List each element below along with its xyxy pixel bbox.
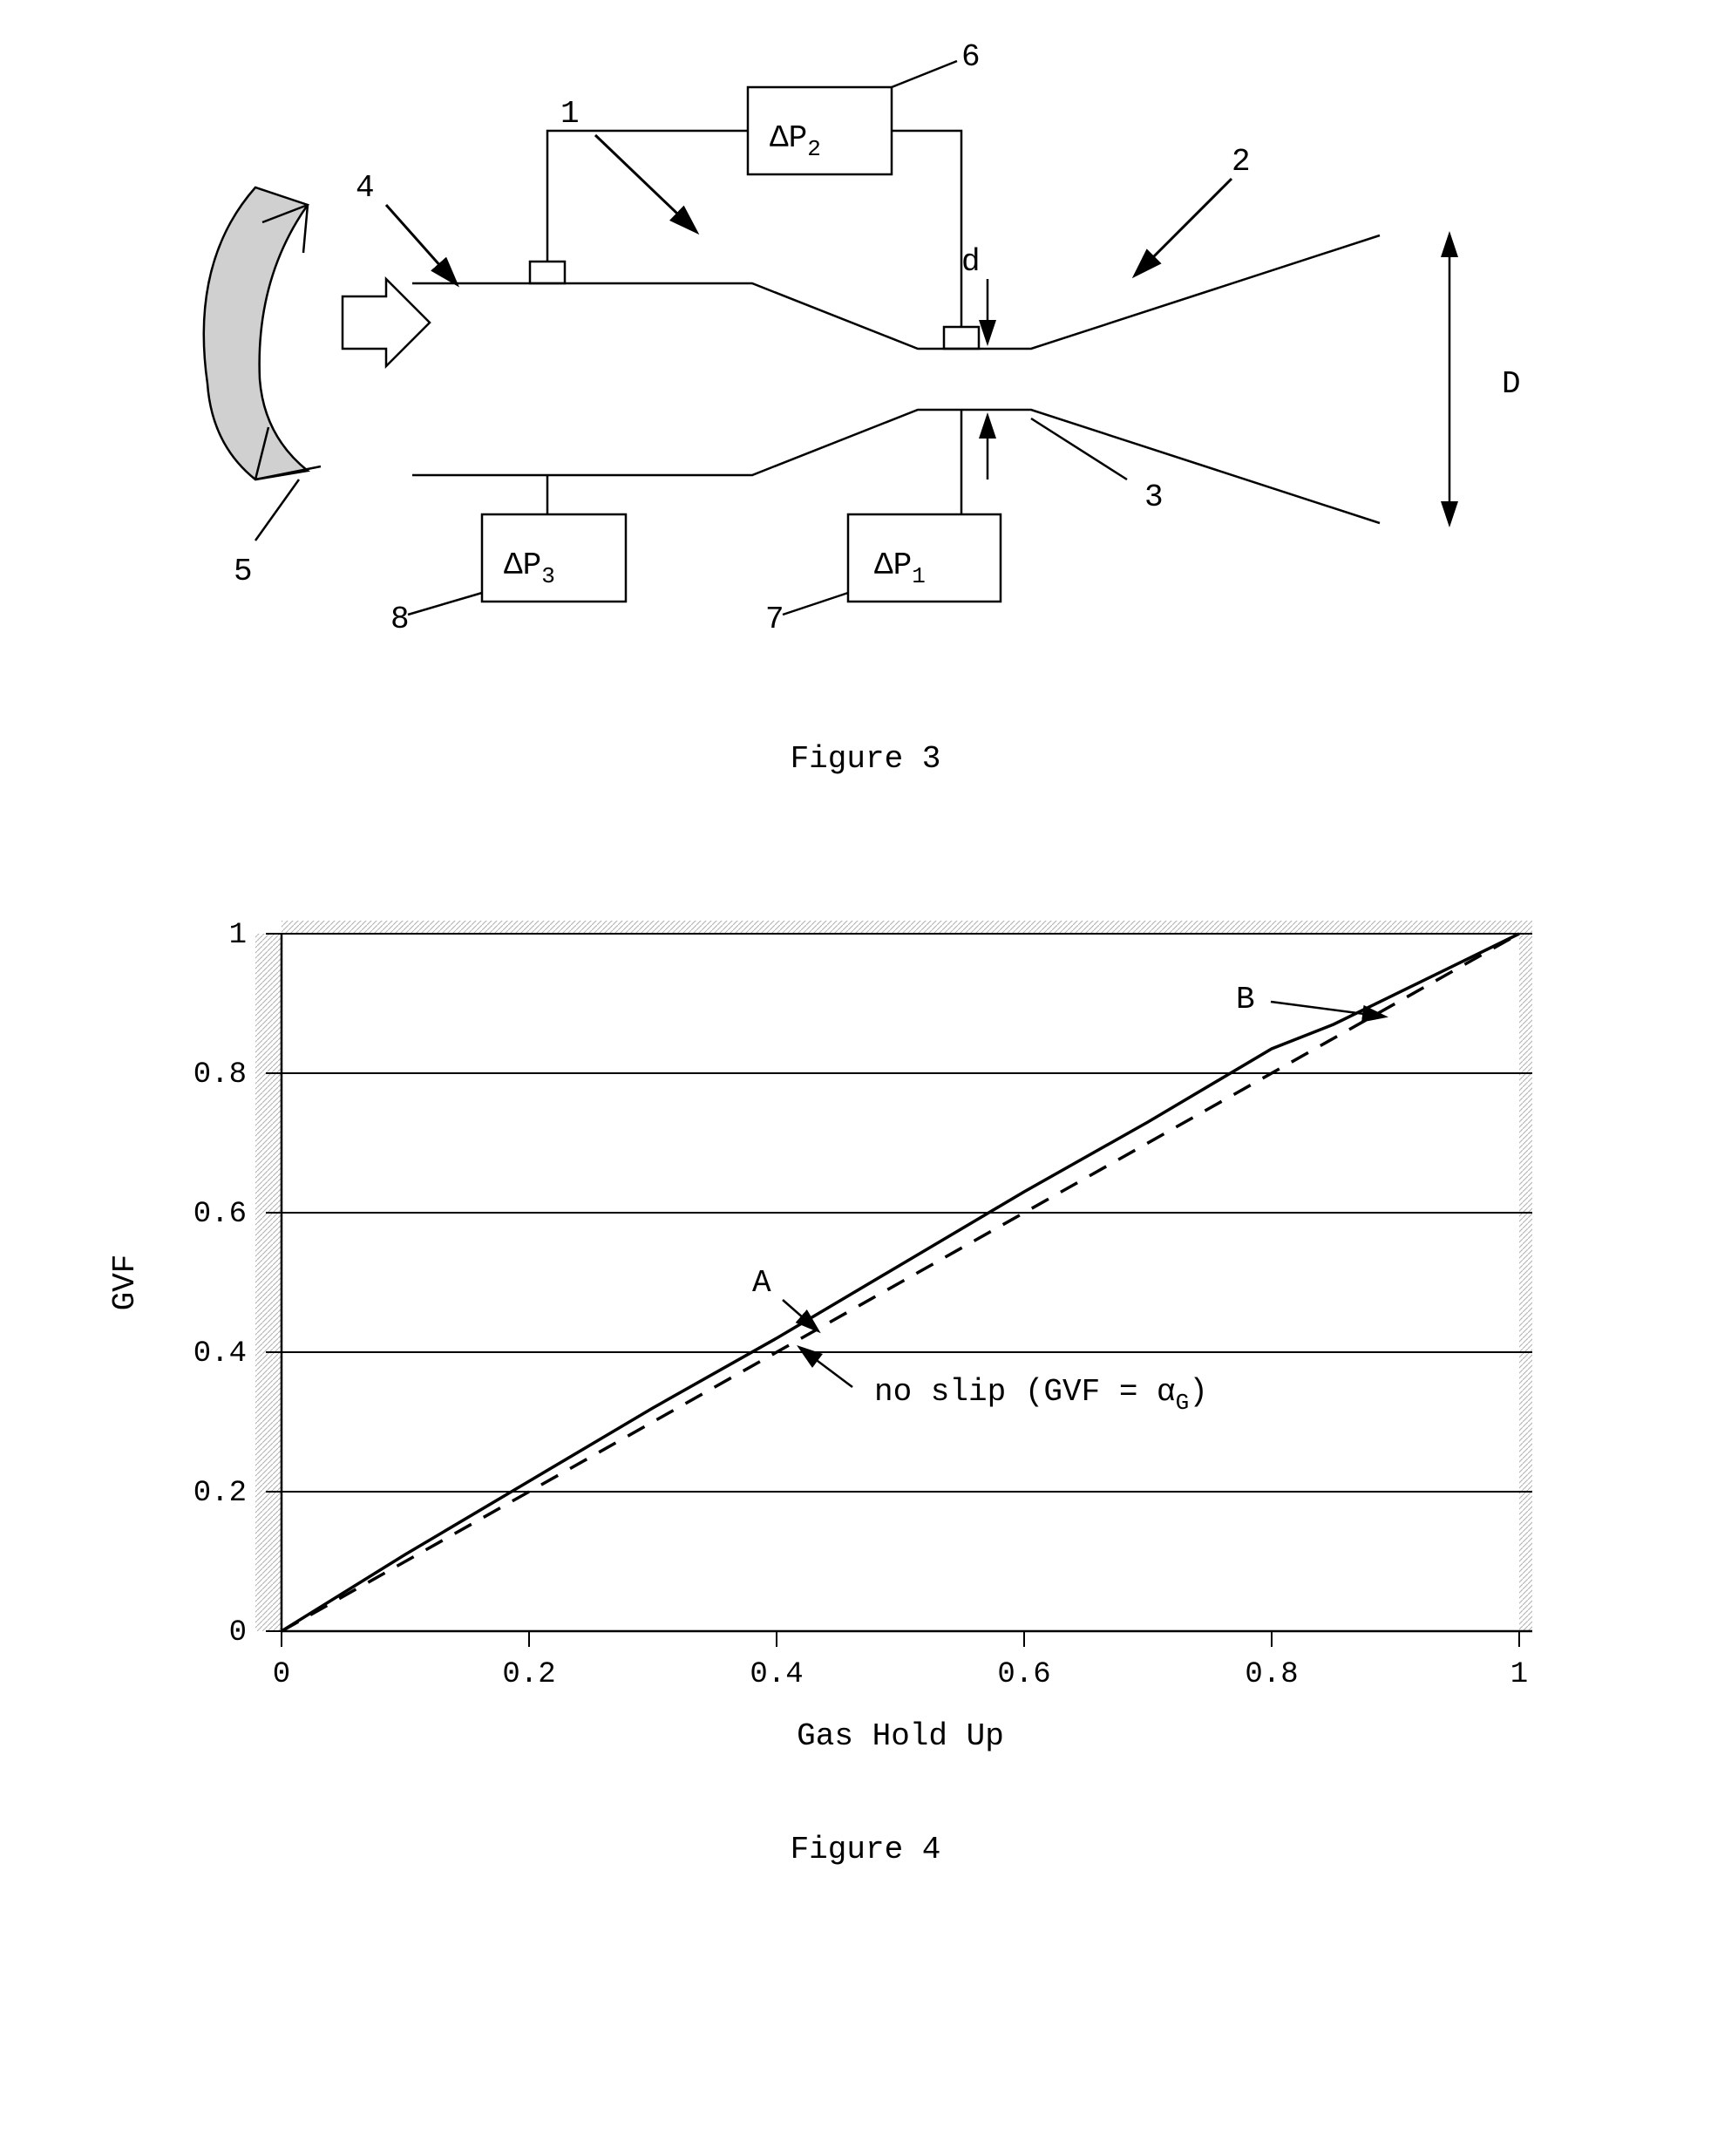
xtick-1: 0.2 (502, 1658, 555, 1691)
xtick-0: 0 (273, 1658, 290, 1691)
ytick-5: 1 (229, 919, 247, 952)
ylabel: GVF (107, 1255, 143, 1311)
series-noslip (282, 934, 1519, 1631)
ref-8-label: 8 (390, 602, 410, 637)
ref-6-label: 6 (961, 39, 981, 75)
annotation-A: A (752, 1265, 771, 1301)
annotation-noslip: no slip (GVF = αG) (874, 1374, 1208, 1416)
xtick-3: 0.6 (997, 1658, 1050, 1691)
figure-3: 1 2 3 4 5 6 7 8 d D ΔP2 ΔP3 (37, 35, 1694, 777)
xtick-4: 0.8 (1245, 1658, 1298, 1691)
dp3-label: ΔP3 (504, 548, 555, 589)
figure-4: A B no slip (GVF = αG) 0 0.2 0.4 0.6 0.8 (37, 847, 1694, 1867)
ref-2-label: 2 (1232, 144, 1251, 180)
ref-7-label: 7 (765, 602, 784, 637)
figure-3-svg: 1 2 3 4 5 6 7 8 d D ΔP2 ΔP3 (37, 35, 1694, 715)
dp1-label: ΔP1 (874, 548, 926, 589)
ytick-3: 0.6 (193, 1198, 247, 1231)
ytick-1: 0.2 (193, 1477, 247, 1510)
d-label: d (961, 244, 981, 280)
ytick-0: 0 (229, 1616, 247, 1649)
ref-1-label: 1 (560, 96, 580, 132)
figure-4-caption: Figure 4 (37, 1832, 1694, 1867)
ref-5-label: 5 (234, 554, 253, 589)
dp2-label: ΔP2 (770, 120, 821, 162)
ref-3-label: 3 (1144, 479, 1164, 515)
ytick-4: 0.8 (193, 1058, 247, 1092)
xtick-2: 0.4 (750, 1658, 803, 1691)
D-label: D (1502, 366, 1521, 402)
figure-3-caption: Figure 3 (37, 741, 1694, 777)
annotation-B: B (1236, 982, 1255, 1017)
ref-4-label: 4 (356, 170, 375, 206)
xlabel: Gas Hold Up (797, 1718, 1004, 1754)
xtick-5: 1 (1510, 1658, 1528, 1691)
ytick-2: 0.4 (193, 1337, 247, 1370)
figure-4-chart: A B no slip (GVF = αG) 0 0.2 0.4 0.6 0.8 (37, 847, 1694, 1806)
